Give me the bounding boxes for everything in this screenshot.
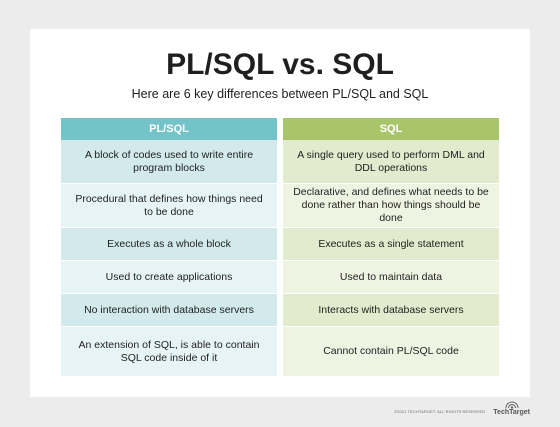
sql-row-4: Used to maintain data — [283, 261, 499, 294]
footer: ©2021 TECHTARGET. ALL RIGHTS RESERVED Te… — [394, 399, 530, 417]
plsql-column-header: PL/SQL — [61, 118, 277, 140]
plsql-row-4: Used to create applications — [61, 261, 277, 294]
brand: TechTarget — [493, 399, 530, 417]
plsql-row-1: A block of codes used to write entire pr… — [61, 140, 277, 184]
sql-row-2: Declarative, and defines what needs to b… — [283, 184, 499, 228]
plsql-column: PL/SQL A block of codes used to write en… — [61, 118, 277, 377]
copyright-text: ©2021 TECHTARGET. ALL RIGHTS RESERVED — [394, 408, 486, 414]
sql-row-5: Interacts with database servers — [283, 294, 499, 327]
sql-column-header: SQL — [283, 118, 499, 140]
sql-row-3: Executes as a single statement — [283, 228, 499, 261]
techtarget-logo-icon — [505, 401, 519, 409]
sql-column: SQL A single query used to perform DML a… — [283, 118, 499, 377]
plsql-row-3: Executes as a whole block — [61, 228, 277, 261]
plsql-row-6: An extension of SQL, is able to contain … — [61, 327, 277, 377]
sql-row-6: Cannot contain PL/SQL code — [283, 327, 499, 377]
plsql-row-2: Procedural that defines how things need … — [61, 184, 277, 228]
sql-row-1: A single query used to perform DML and D… — [283, 140, 499, 184]
brand-name: TechTarget — [493, 409, 530, 416]
infographic-card: PL/SQL vs. SQL Here are 6 key difference… — [30, 29, 530, 397]
page-subtitle: Here are 6 key differences between PL/SQ… — [131, 87, 429, 101]
plsql-row-5: No interaction with database servers — [61, 294, 277, 327]
page-title: PL/SQL vs. SQL — [166, 48, 394, 81]
